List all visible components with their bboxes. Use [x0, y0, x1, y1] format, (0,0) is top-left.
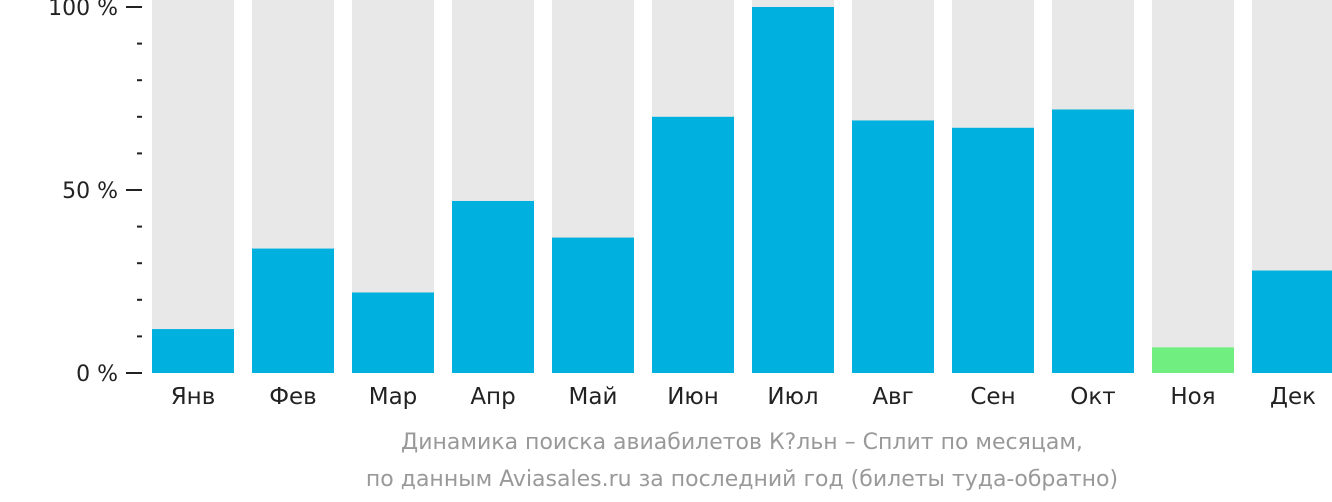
x-tick-label: Дек — [1270, 384, 1316, 410]
bar-5 — [552, 237, 634, 373]
bar-background — [152, 0, 234, 373]
chart-caption-line-2: по данным Aviasales.ru за последний год … — [365, 467, 1119, 492]
bar-9 — [952, 127, 1034, 373]
x-tick-label: Фев — [269, 384, 317, 410]
bar-12 — [1252, 270, 1332, 373]
bar-8 — [852, 120, 934, 374]
bar-2 — [252, 248, 334, 373]
x-tick-label: Сен — [970, 384, 1015, 410]
x-tick-label: Май — [569, 384, 618, 410]
bar-3 — [352, 292, 434, 373]
y-axis: 0 % 50 % 100 % — [48, 0, 142, 387]
x-tick-label: Апр — [470, 384, 515, 410]
x-tick-label: Авг — [872, 384, 913, 410]
x-tick-label: Мар — [369, 384, 418, 410]
y-tick-label: 50 % — [62, 179, 118, 204]
x-tick-label: Июл — [767, 384, 818, 410]
x-tick-label: Ноя — [1170, 384, 1215, 410]
bar-7 — [752, 7, 834, 373]
bar-10 — [1052, 109, 1134, 373]
bar-1 — [152, 329, 234, 373]
bar-11 — [1152, 347, 1234, 373]
chart-caption-line-1: Динамика поиска авиабилетов К?льн – Спли… — [401, 430, 1083, 455]
y-tick-label: 100 % — [48, 0, 118, 21]
bar-4 — [452, 200, 534, 373]
x-tick-label: Окт — [1070, 384, 1115, 410]
x-axis-labels: Янв Фев Мар Апр Май Июн Июл Авг Сен Окт Ноя Дек — [171, 384, 1316, 410]
bars — [152, 0, 1332, 374]
bar-background — [1152, 0, 1234, 373]
x-tick-label: Июн — [667, 384, 719, 410]
y-tick-label: 0 % — [76, 362, 118, 387]
x-tick-label: Янв — [171, 384, 216, 410]
bar-6 — [652, 116, 734, 374]
bar-chart: 0 % 50 % 100 % Янв Фев Мар Апр Май Июн Июл Авг Сен… — [48, 0, 1332, 410]
